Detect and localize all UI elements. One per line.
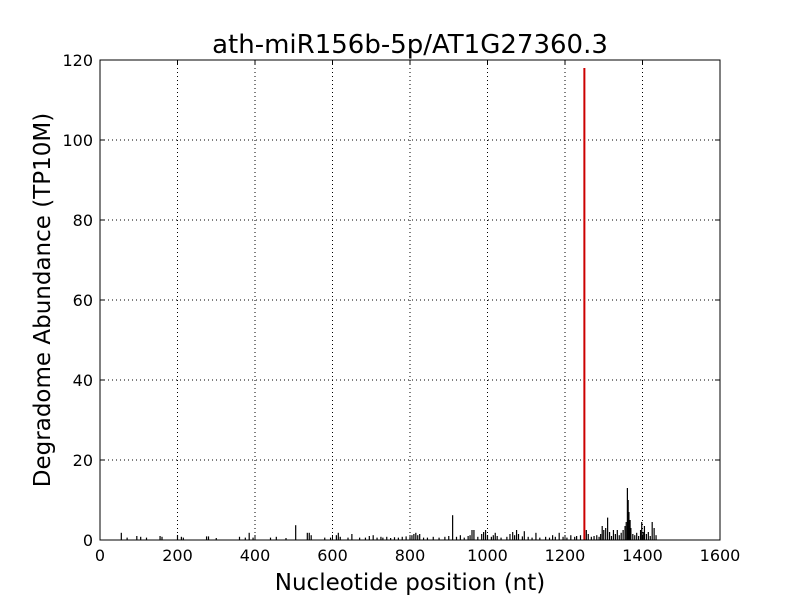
y-tick-label: 0	[83, 531, 93, 550]
x-tick-label: 1400	[622, 546, 663, 565]
y-tick-label: 100	[62, 131, 93, 150]
x-tick-label: 600	[317, 546, 348, 565]
y-tick-label: 40	[73, 371, 93, 390]
plot-frame	[99, 59, 721, 541]
y-tick-label: 60	[73, 291, 93, 310]
chart-title: ath-miR156b-5p/AT1G27360.3	[212, 30, 608, 60]
y-tick-label: 80	[73, 211, 93, 230]
x-tick-label: 0	[95, 546, 105, 565]
x-tick-label: 1600	[700, 546, 741, 565]
x-tick-label: 800	[395, 546, 426, 565]
y-tick-label: 20	[73, 451, 93, 470]
x-tick-label: 1000	[467, 546, 508, 565]
x-tick-label: 400	[240, 546, 271, 565]
y-tick-label: 120	[62, 51, 93, 70]
grid	[100, 60, 720, 540]
y-axis-label: Degradome Abundance (TP10M)	[30, 113, 56, 487]
x-tick-label: 200	[162, 546, 193, 565]
ticks: 0 200 400 600 800 1000 1200 1400 1600 0 20 40 60 80 10…	[62, 51, 740, 565]
x-tick-label: 1200	[545, 546, 586, 565]
bars	[120, 68, 657, 540]
x-axis-label: Nucleotide position (nt)	[275, 570, 545, 596]
